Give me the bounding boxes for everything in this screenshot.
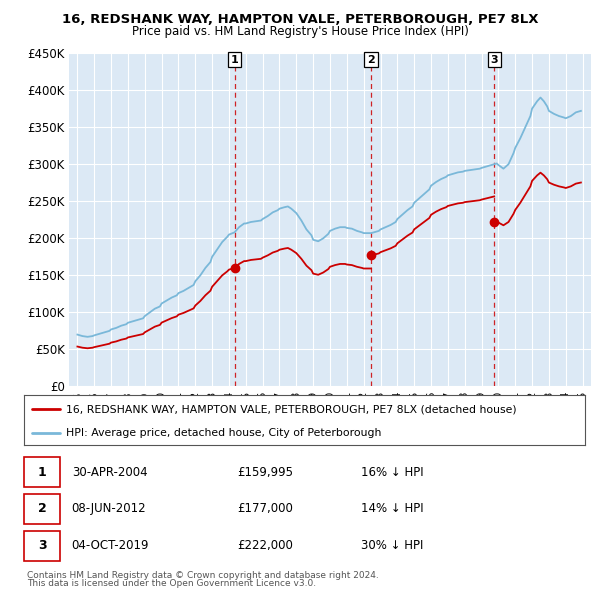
FancyBboxPatch shape [24, 531, 61, 560]
Text: HPI: Average price, detached house, City of Peterborough: HPI: Average price, detached house, City… [66, 428, 382, 438]
Text: £177,000: £177,000 [237, 502, 293, 516]
Text: Price paid vs. HM Land Registry's House Price Index (HPI): Price paid vs. HM Land Registry's House … [131, 25, 469, 38]
FancyBboxPatch shape [24, 457, 61, 487]
Text: 16, REDSHANK WAY, HAMPTON VALE, PETERBOROUGH, PE7 8LX (detached house): 16, REDSHANK WAY, HAMPTON VALE, PETERBOR… [66, 404, 517, 414]
FancyBboxPatch shape [24, 494, 61, 524]
Text: £159,995: £159,995 [237, 466, 293, 478]
Text: This data is licensed under the Open Government Licence v3.0.: This data is licensed under the Open Gov… [27, 579, 316, 588]
Text: 2: 2 [38, 502, 47, 516]
Text: 16, REDSHANK WAY, HAMPTON VALE, PETERBOROUGH, PE7 8LX: 16, REDSHANK WAY, HAMPTON VALE, PETERBOR… [62, 13, 538, 26]
Text: 1: 1 [230, 55, 238, 64]
Text: 16% ↓ HPI: 16% ↓ HPI [361, 466, 423, 478]
Text: 30% ↓ HPI: 30% ↓ HPI [361, 539, 423, 552]
Text: 1: 1 [38, 466, 47, 478]
Text: Contains HM Land Registry data © Crown copyright and database right 2024.: Contains HM Land Registry data © Crown c… [27, 571, 379, 580]
Text: 3: 3 [490, 55, 498, 64]
Text: £222,000: £222,000 [237, 539, 293, 552]
Text: 14% ↓ HPI: 14% ↓ HPI [361, 502, 423, 516]
Text: 30-APR-2004: 30-APR-2004 [71, 466, 148, 478]
Text: 2: 2 [367, 55, 375, 64]
Text: 08-JUN-2012: 08-JUN-2012 [71, 502, 146, 516]
Text: 3: 3 [38, 539, 47, 552]
Text: 04-OCT-2019: 04-OCT-2019 [71, 539, 149, 552]
